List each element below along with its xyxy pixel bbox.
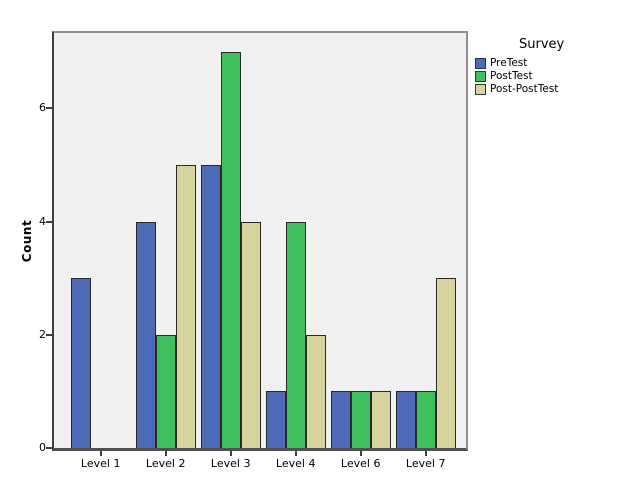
bar-group [265, 221, 326, 448]
bar [435, 278, 456, 448]
category-label: Level 3 [210, 457, 251, 470]
bar [305, 334, 326, 448]
legend-swatch [475, 57, 486, 69]
legend-label: PreTest [490, 57, 528, 69]
bar [370, 391, 391, 448]
bar [220, 51, 241, 448]
y-tick [46, 333, 52, 336]
category-label: Level 1 [80, 457, 121, 470]
legend: Survey PreTest PostTest Post-PostTest [475, 37, 564, 96]
x-tick [229, 451, 232, 456]
y-tick-label: 0 [39, 441, 46, 454]
bar [70, 278, 91, 448]
category-label: Level 7 [405, 457, 446, 470]
bar [200, 165, 221, 448]
x-tick [424, 451, 427, 456]
bar-group [135, 165, 196, 448]
y-tick [46, 107, 52, 110]
x-tick [359, 451, 362, 456]
bar [285, 221, 306, 448]
category-label: Level 2 [145, 457, 186, 470]
bar-group [70, 278, 131, 448]
y-tick-label: 4 [39, 214, 46, 228]
bar [240, 221, 261, 448]
category-label: Level 6 [340, 457, 381, 470]
bar-group [330, 391, 391, 448]
bar-group [395, 278, 456, 448]
x-tick [99, 451, 102, 456]
x-tick [164, 451, 167, 456]
y-tick-label: 6 [39, 101, 46, 115]
plot-area [52, 31, 468, 451]
legend-swatch [475, 83, 486, 95]
bar [330, 391, 351, 448]
bar [175, 165, 196, 448]
bar [395, 391, 416, 448]
legend-item: Post-PostTest [475, 83, 564, 95]
bar-group [200, 51, 261, 448]
bar [155, 334, 176, 448]
category-label: Level 4 [275, 457, 316, 470]
legend-label: Post-PostTest [490, 83, 559, 95]
x-tick [294, 451, 297, 456]
plot-inner [54, 33, 466, 448]
legend-item: PreTest [475, 57, 564, 69]
legend-label: PostTest [490, 70, 533, 82]
bar [135, 221, 156, 448]
bar [350, 391, 371, 448]
y-tick [46, 220, 52, 223]
legend-item: PostTest [475, 70, 564, 82]
bar [265, 391, 286, 448]
bar [415, 391, 436, 448]
y-tick [46, 447, 52, 449]
legend-title: Survey [519, 37, 565, 52]
y-tick-label: 2 [39, 327, 46, 341]
legend-swatch [475, 70, 486, 82]
legend-items: PreTest PostTest Post-PostTest [475, 57, 564, 95]
